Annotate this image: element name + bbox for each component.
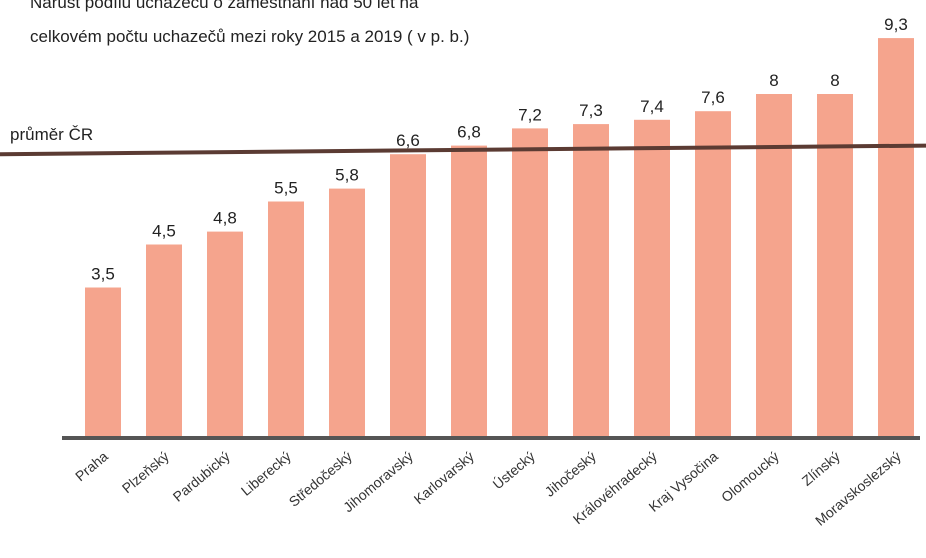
bar [390, 154, 426, 438]
bar [695, 111, 731, 438]
chart-title: celkovém počtu uchazečů mezi roky 2015 a… [30, 27, 469, 46]
data-label: 5,5 [274, 179, 298, 198]
x-tick-label: Liberecký [238, 448, 294, 499]
bar [878, 38, 914, 438]
data-label: 3,5 [91, 265, 115, 284]
data-label: 7,2 [518, 105, 542, 124]
bar [634, 119, 670, 439]
x-tick-label: Karlovarský [411, 448, 477, 507]
data-label: 8 [769, 71, 778, 90]
bar [268, 201, 304, 438]
data-label: 9,3 [884, 15, 908, 34]
data-label: 8 [830, 71, 839, 90]
data-label: 7,4 [640, 97, 664, 116]
average-label: průměr ČR [10, 125, 93, 144]
data-label: 5,8 [335, 166, 359, 185]
bar [573, 124, 609, 438]
bar [85, 287, 121, 438]
data-label: 7,3 [579, 101, 603, 120]
chart-title: Nárůst podílu uchazečů o zaměstnání nad … [30, 0, 419, 12]
x-tick-label: Jihočeský [542, 448, 599, 500]
data-label: 6,6 [396, 131, 420, 150]
data-label: 4,8 [213, 209, 237, 228]
x-tick-label: Pardubický [170, 448, 233, 505]
bar [329, 188, 365, 438]
bar [207, 231, 243, 438]
x-tick-label: Plzeňský [119, 448, 172, 496]
average-line [0, 143, 926, 157]
bar [817, 94, 853, 438]
bar [512, 128, 548, 438]
data-label: 7,6 [701, 88, 725, 107]
x-tick-label: Ústecký [489, 448, 537, 492]
x-tick-label: Praha [72, 448, 111, 484]
data-label: 4,5 [152, 222, 176, 241]
x-tick-label: Zlínský [799, 448, 843, 489]
data-label: 6,8 [457, 123, 481, 142]
bar [756, 94, 792, 438]
bar [451, 145, 487, 438]
x-tick-label: Olomoucký [718, 448, 782, 505]
bar [146, 244, 182, 438]
